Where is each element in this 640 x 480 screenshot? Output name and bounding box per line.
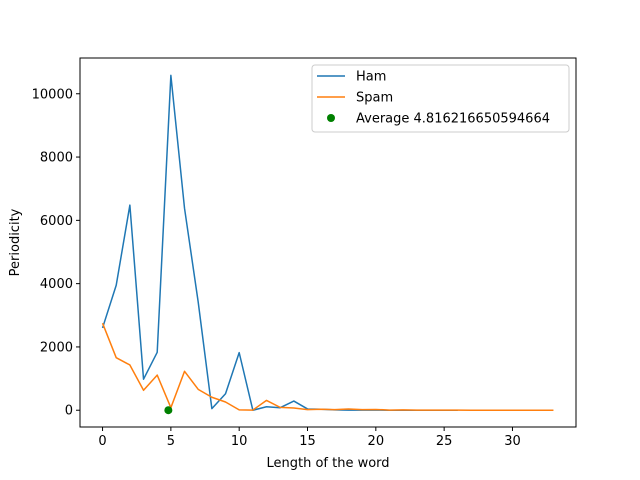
x-tick-label: 30	[504, 434, 521, 449]
y-tick-label: 8000	[40, 151, 73, 166]
x-tick-label: 10	[231, 434, 248, 449]
legend-label-ham: Ham	[356, 70, 386, 85]
x-tick-label: 0	[98, 434, 106, 449]
spam-series-line	[101, 322, 554, 411]
x-tick-label: 25	[436, 434, 453, 449]
y-tick-label: 10000	[32, 87, 73, 102]
plot-frame	[79, 57, 577, 428]
y-axis-label: Periodicity	[8, 208, 23, 276]
average-point	[164, 406, 173, 415]
x-tick-label: 20	[368, 434, 385, 449]
legend-label-spam: Spam	[356, 91, 393, 106]
x-axis-label: Length of the word	[266, 456, 389, 471]
x-axis-ticks: 0 5 10 15 20 25 30	[98, 427, 521, 449]
x-tick-label: 5	[167, 434, 175, 449]
y-axis-ticks: 0 2000 4000 6000 8000 10000	[32, 87, 80, 419]
legend: Ham Spam Average 4.816216650594664	[311, 64, 570, 133]
y-tick-label: 2000	[40, 340, 73, 355]
legend-marker-average	[327, 114, 335, 122]
y-tick-label: 4000	[40, 277, 73, 292]
legend-box	[311, 64, 570, 133]
y-tick-label: 0	[65, 404, 73, 419]
legend-label-average: Average 4.816216650594664	[356, 112, 550, 127]
x-tick-label: 15	[299, 434, 316, 449]
y-tick-label: 6000	[40, 214, 73, 229]
series-layer	[101, 74, 554, 415]
